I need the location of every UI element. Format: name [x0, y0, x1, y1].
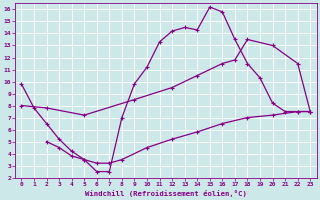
X-axis label: Windchill (Refroidissement éolien,°C): Windchill (Refroidissement éolien,°C)	[85, 190, 247, 197]
